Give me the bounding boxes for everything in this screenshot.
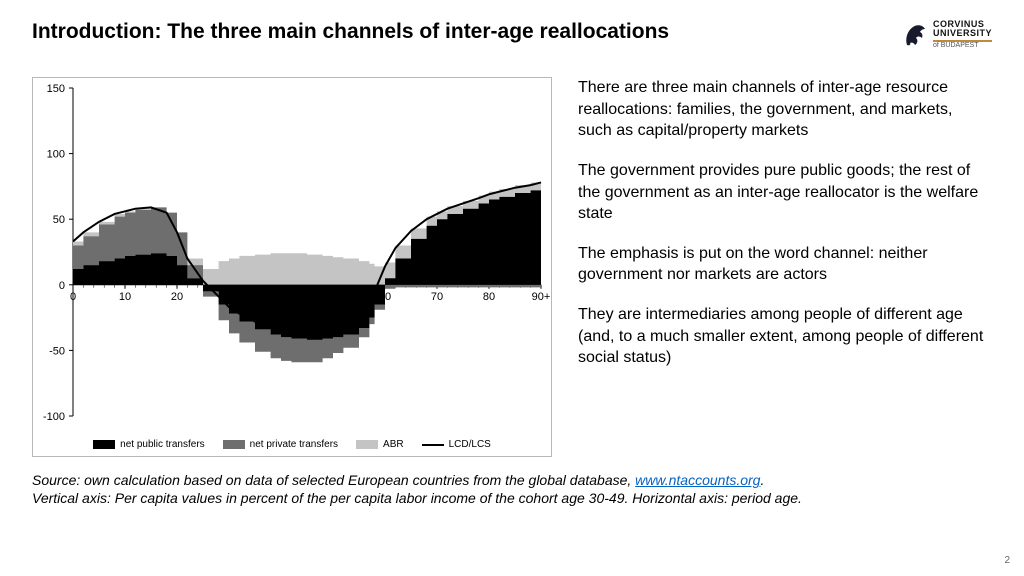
legend-item: net private transfers <box>223 439 338 450</box>
legend-item: ABR <box>356 439 404 450</box>
paragraph: The government provides pure public good… <box>578 160 988 225</box>
svg-text:-50: -50 <box>49 346 65 358</box>
svg-text:100: 100 <box>47 149 65 161</box>
svg-text:150: 150 <box>47 83 65 95</box>
source-note: Source: own calculation based on data of… <box>32 471 992 507</box>
paragraph: They are intermediaries among people of … <box>578 304 988 369</box>
page-title: Introduction: The three main channels of… <box>32 20 669 44</box>
svg-text:90+: 90+ <box>532 291 551 303</box>
explanatory-text: There are three main channels of inter-a… <box>578 77 988 457</box>
svg-text:0: 0 <box>59 280 65 292</box>
svg-text:20: 20 <box>171 291 183 303</box>
university-logo: CORVINUS UNIVERSITY of BUDAPEST <box>903 20 992 49</box>
logo-line3: of BUDAPEST <box>933 42 992 49</box>
source-link[interactable]: www.ntaccounts.org <box>635 472 760 488</box>
paragraph: There are three main channels of inter-a… <box>578 77 988 142</box>
svg-text:50: 50 <box>53 214 65 226</box>
page-number: 2 <box>1004 555 1010 566</box>
svg-text:-100: -100 <box>43 411 65 423</box>
chart-legend: net public transfers net private transfer… <box>33 439 551 450</box>
svg-text:80: 80 <box>483 291 495 303</box>
corvinus-bird-icon <box>903 21 927 49</box>
legend-item: net public transfers <box>93 439 205 450</box>
logo-line2: UNIVERSITY <box>933 29 992 41</box>
reallocation-chart: -100-500501001500102030405060708090+ net… <box>32 77 552 457</box>
svg-text:10: 10 <box>119 291 131 303</box>
paragraph: The emphasis is put on the word channel:… <box>578 243 988 286</box>
svg-text:70: 70 <box>431 291 443 303</box>
legend-item: LCD/LCS <box>422 439 491 450</box>
